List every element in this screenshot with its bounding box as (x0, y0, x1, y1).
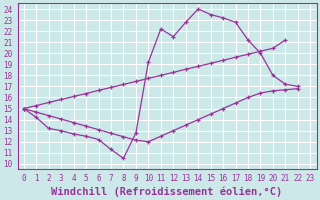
X-axis label: Windchill (Refroidissement éolien,°C): Windchill (Refroidissement éolien,°C) (52, 186, 283, 197)
